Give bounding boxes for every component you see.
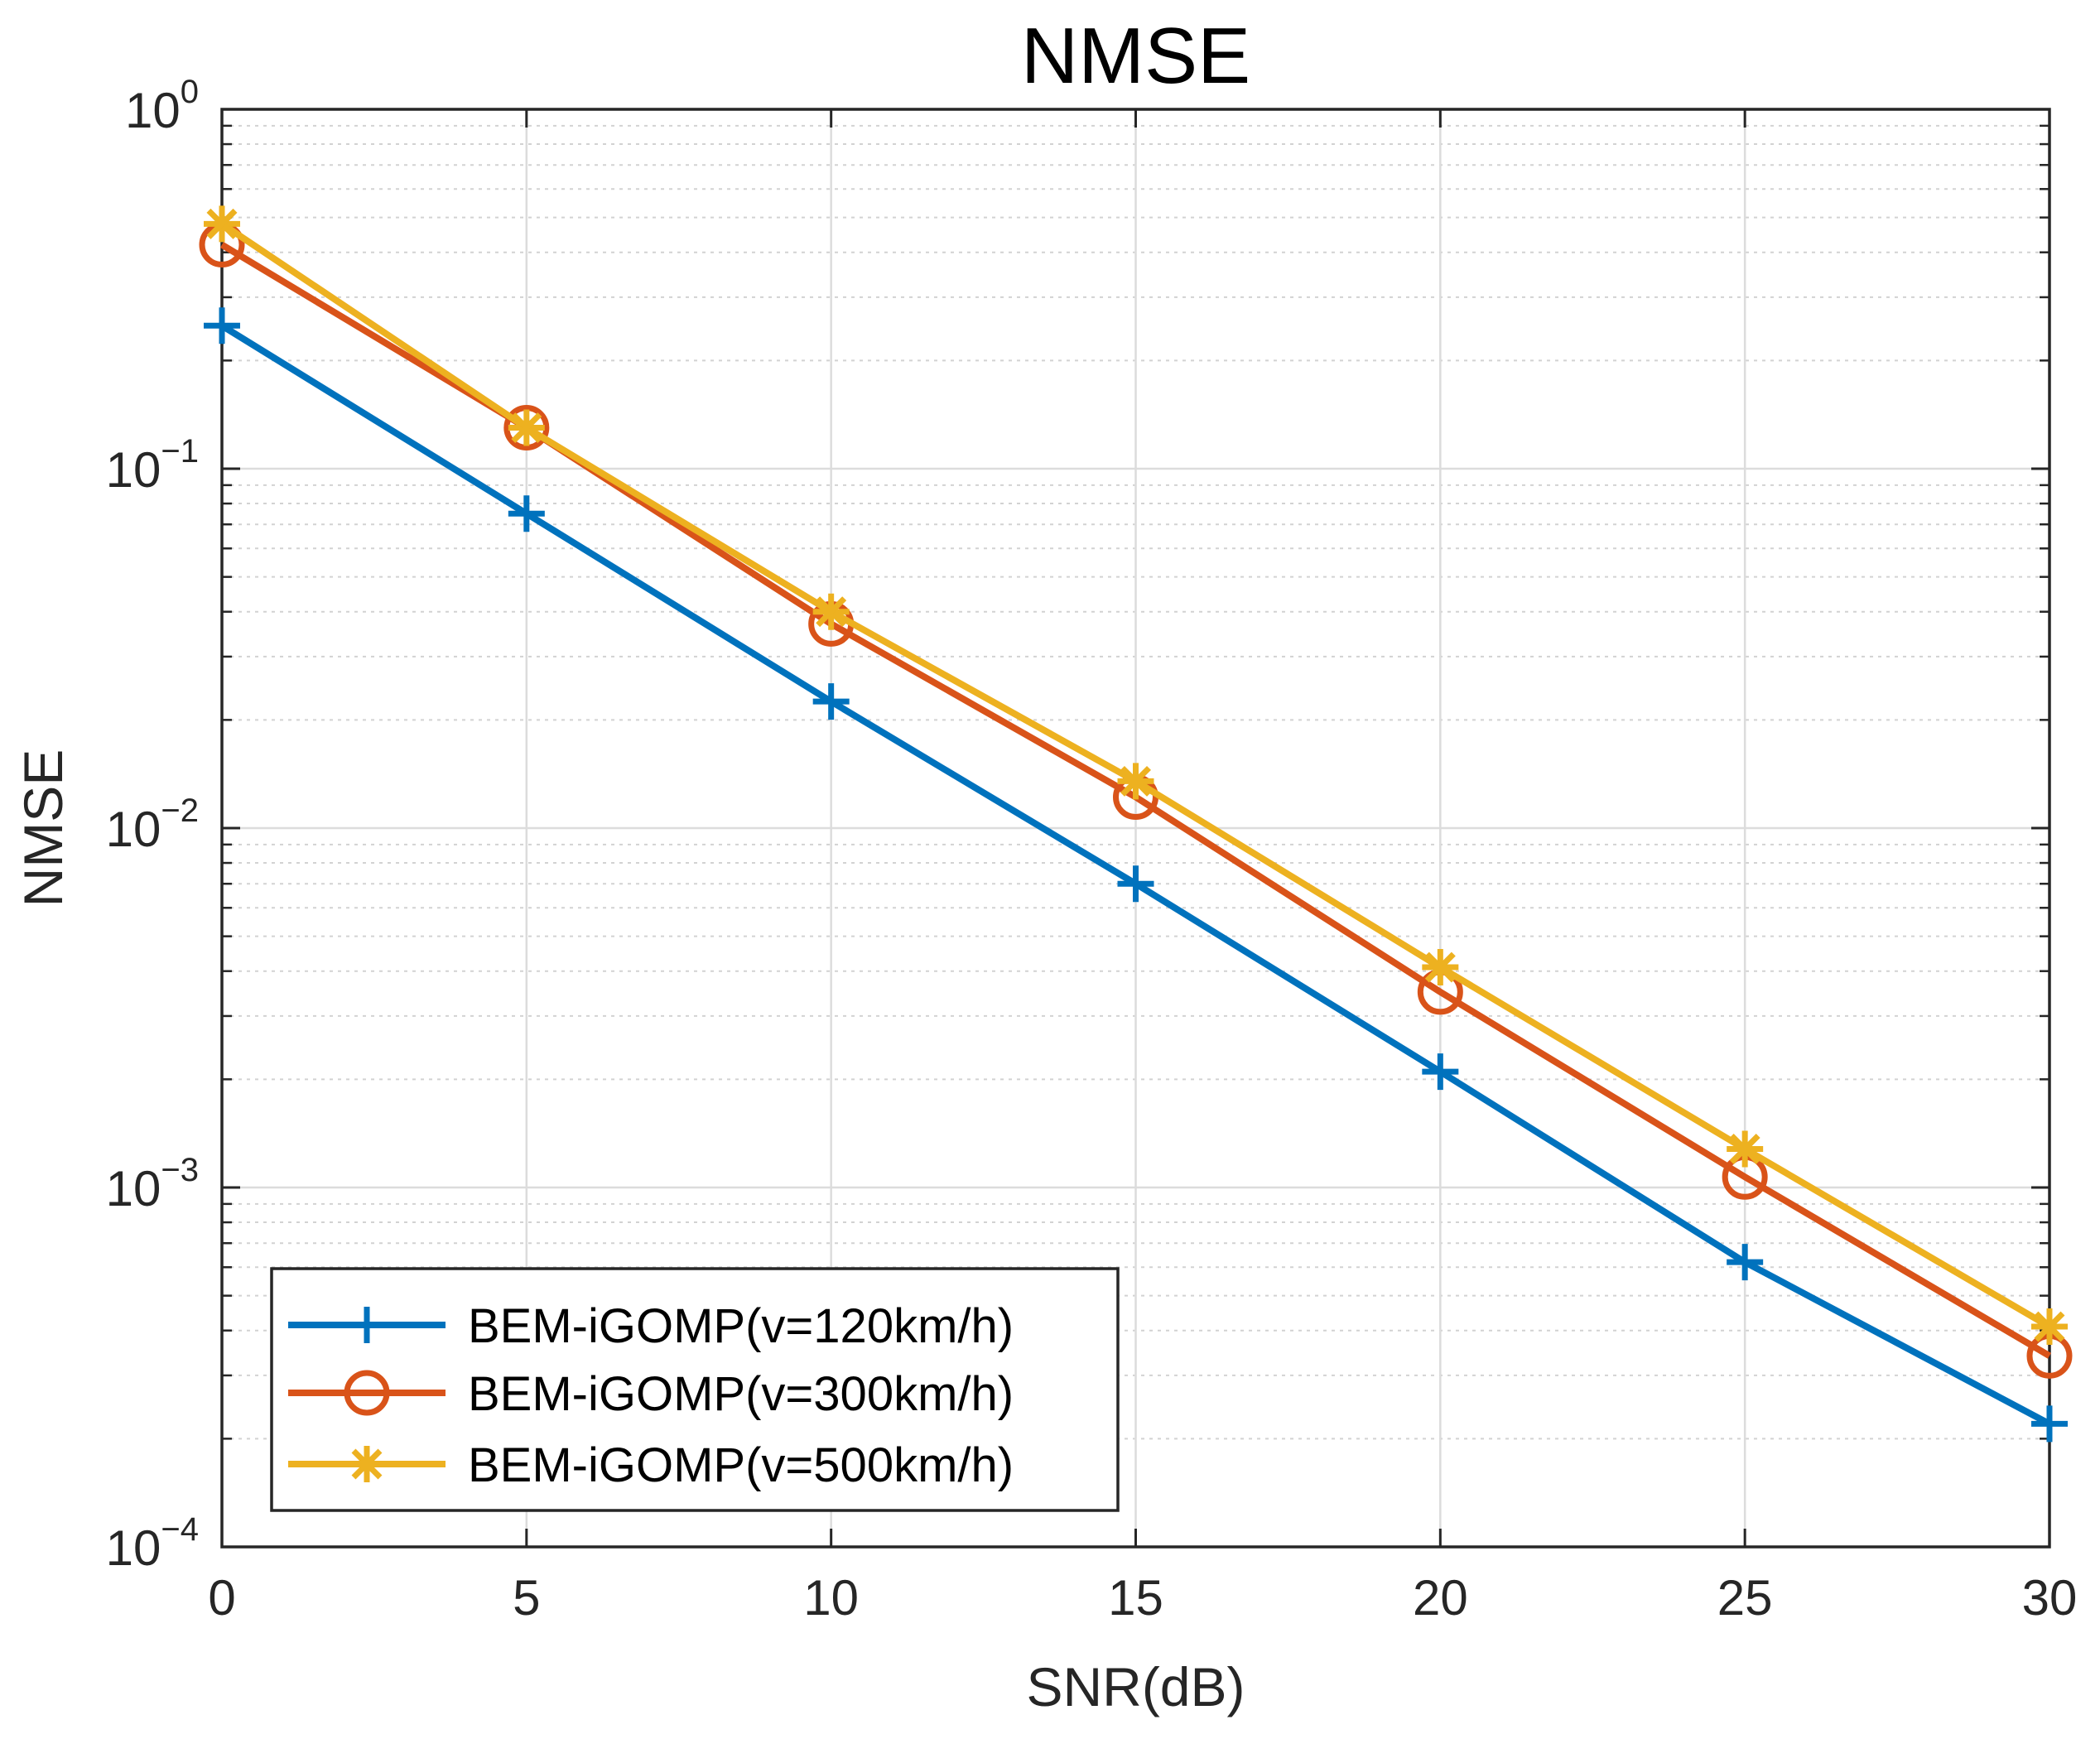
legend-label: BEM-iGOMP(v=300km/h) <box>468 1367 1014 1421</box>
asterisk-marker <box>812 593 850 630</box>
plus-marker <box>1727 1244 1764 1281</box>
data-point <box>508 409 545 446</box>
x-tick-label: 5 <box>513 1570 540 1626</box>
asterisk-stroke <box>1729 1133 1760 1164</box>
y-tick-base: 10 <box>106 1520 161 1576</box>
data-point <box>204 205 240 243</box>
series-3 <box>204 205 2068 1346</box>
y-tick-base: 10 <box>106 442 161 498</box>
y-tick-base: 10 <box>106 1161 161 1216</box>
data-point <box>1117 865 1154 903</box>
y-tick-label: 10−2 <box>106 792 199 857</box>
data-point <box>508 495 545 532</box>
plus-marker <box>812 683 850 720</box>
legend-entry: BEM-iGOMP(v=300km/h) <box>288 1367 1014 1421</box>
asterisk-marker <box>1117 763 1154 800</box>
y-tick-label: 10−1 <box>106 433 199 498</box>
plus-marker <box>1117 865 1154 903</box>
x-tick-label: 10 <box>803 1570 859 1626</box>
legend-entry: BEM-iGOMP(v=500km/h) <box>288 1438 1014 1492</box>
circle-marker <box>503 405 550 451</box>
x-tick-label: 25 <box>1717 1570 1773 1626</box>
asterisk-marker <box>349 1446 385 1482</box>
asterisk-stroke <box>1120 765 1151 797</box>
legend-label: BEM-iGOMP(v=120km/h) <box>468 1299 1014 1353</box>
plus-marker <box>508 495 545 532</box>
y-tick-base: 10 <box>106 802 161 857</box>
y-axis-label: NMSE <box>12 749 74 908</box>
asterisk-stroke <box>1424 951 1456 983</box>
data-point <box>2031 1405 2068 1443</box>
data-point <box>812 683 850 720</box>
asterisk-marker <box>2031 1308 2068 1346</box>
y-tick-label: 100 <box>125 74 199 138</box>
y-tick-label: 10−3 <box>106 1152 199 1216</box>
x-tick-label: 30 <box>2022 1570 2078 1626</box>
asterisk-stroke <box>351 1448 383 1480</box>
x-tick-label: 0 <box>208 1570 235 1626</box>
data-point <box>812 593 850 630</box>
y-tick-exponent: 0 <box>181 74 199 110</box>
y-tick-label: 10−4 <box>106 1511 199 1576</box>
y-tick-base: 10 <box>125 83 181 138</box>
plus-marker <box>1422 1053 1459 1091</box>
y-tick-exponent: −3 <box>161 1152 199 1188</box>
data-point <box>1422 949 1459 986</box>
x-tick-label: 20 <box>1413 1570 1468 1626</box>
y-tick-exponent: −2 <box>161 792 199 829</box>
asterisk-marker <box>1422 949 1459 986</box>
asterisk-stroke <box>206 208 238 239</box>
data-point <box>1727 1130 1764 1168</box>
legend-entry: BEM-iGOMP(v=120km/h) <box>288 1299 1014 1353</box>
x-tick-label: 15 <box>1108 1570 1163 1626</box>
data-point <box>204 307 240 344</box>
asterisk-stroke <box>2034 1311 2065 1342</box>
data-point <box>2031 1308 2068 1346</box>
asterisk-marker <box>508 409 545 446</box>
legend-label: BEM-iGOMP(v=500km/h) <box>468 1438 1014 1492</box>
plus-marker <box>349 1307 385 1343</box>
data-point <box>1727 1244 1764 1281</box>
data-point <box>503 405 550 451</box>
asterisk-stroke <box>511 412 542 444</box>
series-1 <box>204 307 2068 1443</box>
plus-marker <box>204 307 240 344</box>
asterisk-marker <box>204 205 240 243</box>
chart-title: NMSE <box>1021 12 1250 100</box>
circle-marker <box>344 1370 390 1416</box>
asterisk-stroke <box>816 596 847 628</box>
data-point <box>1422 1053 1459 1091</box>
data-point <box>1117 763 1154 800</box>
asterisk-marker <box>1727 1130 1764 1168</box>
x-axis-label: SNR(dB) <box>1026 1656 1245 1717</box>
y-tick-exponent: −1 <box>161 433 199 470</box>
y-tick-exponent: −4 <box>161 1511 199 1548</box>
plus-marker <box>2031 1405 2068 1443</box>
